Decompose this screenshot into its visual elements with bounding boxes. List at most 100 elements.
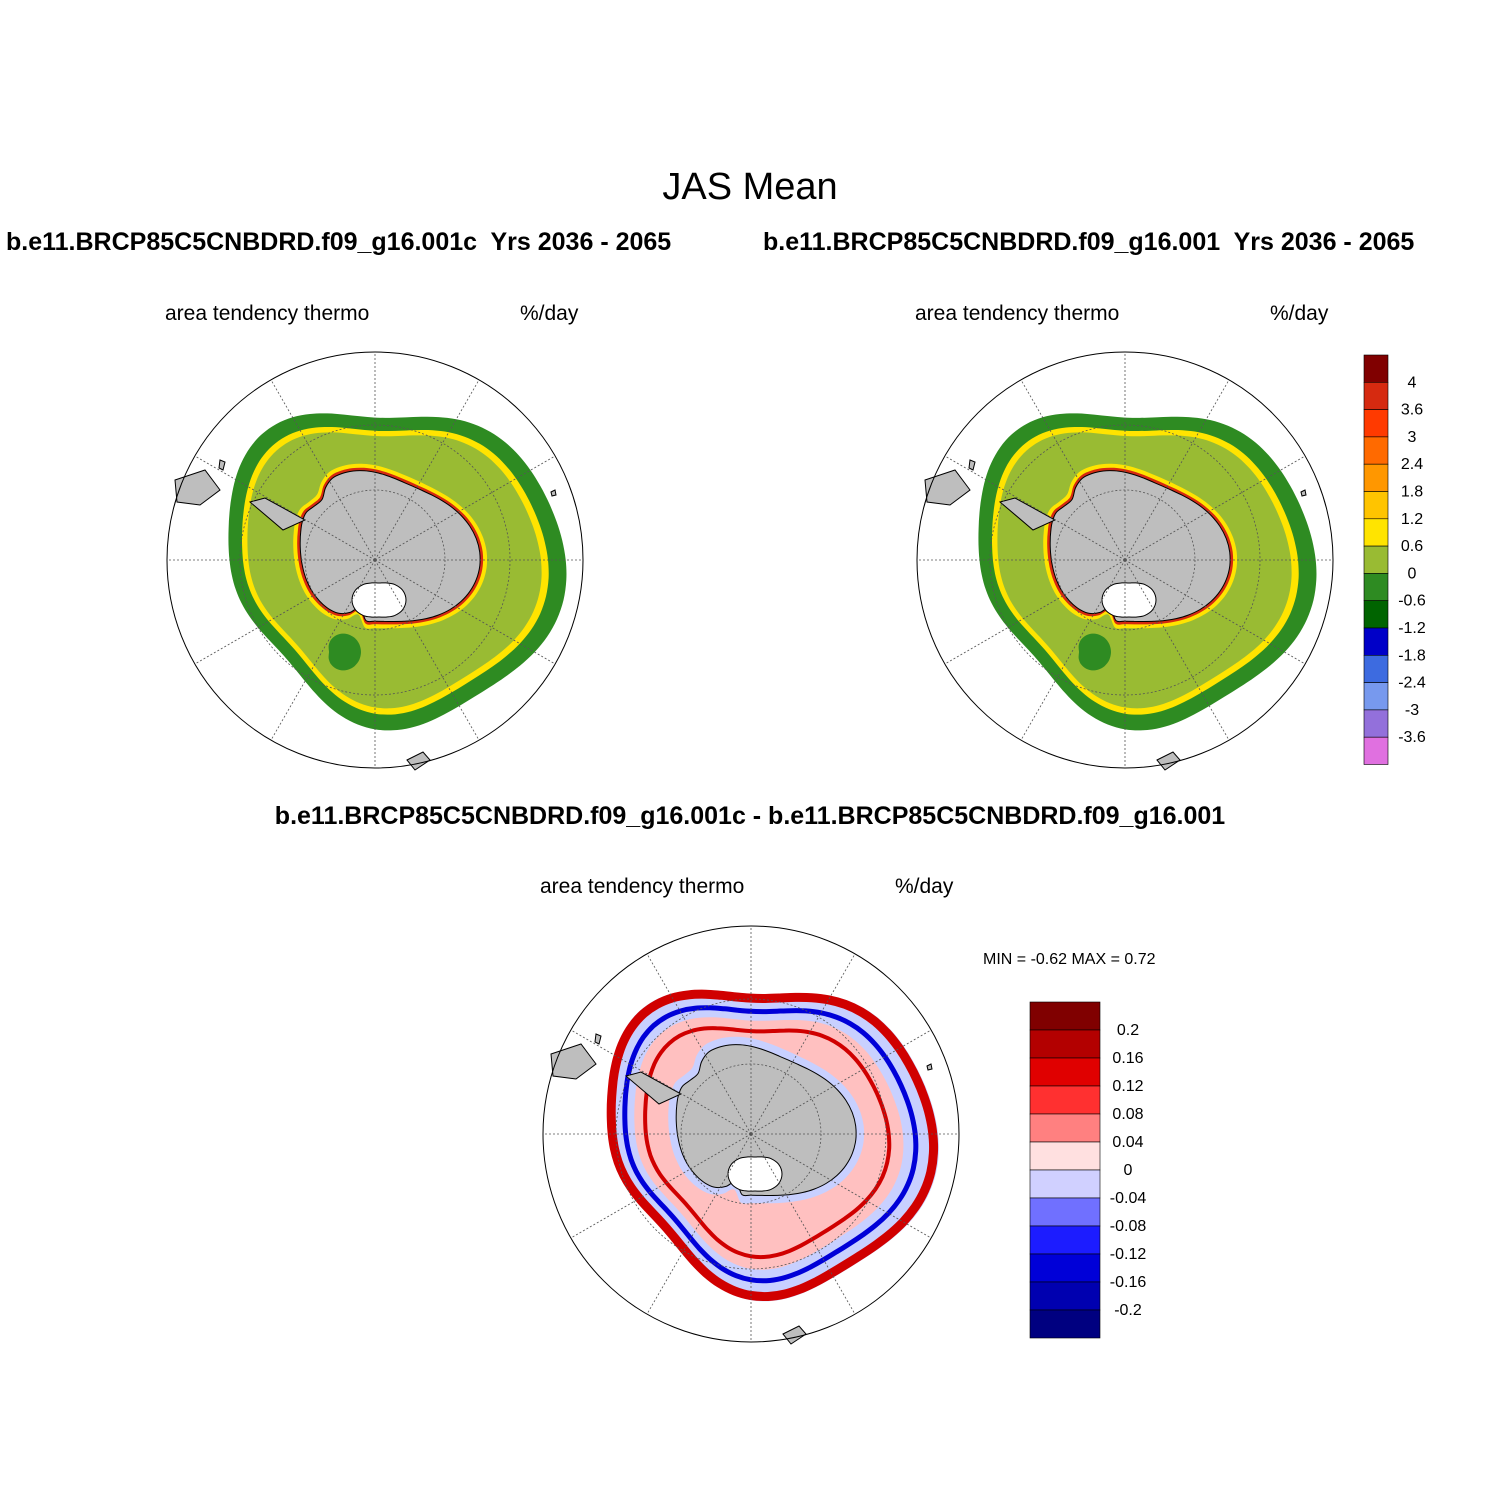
antarctica-landmass [675,1044,857,1197]
longitude-line [570,1029,752,1135]
colorbar-swatch [1363,381,1389,410]
colorbar-swatch [1029,1085,1101,1115]
colorbar-tick-label: -0.16 [1110,1274,1147,1291]
falkland-islands [594,1033,602,1045]
colorbar-swatch [1363,682,1389,711]
colorbar-tick-label: 1.2 [1401,511,1423,528]
map-boundary-circle [916,351,1334,769]
colorbar-tick-label: -0.12 [1110,1246,1147,1263]
colorbar-tick-label: 0.2 [1117,1022,1139,1039]
longitude-line [374,559,480,741]
colorbar-swatch [1029,1141,1101,1171]
new-zealand-tip [1156,751,1181,771]
colorbar-tick-label: -1.8 [1398,647,1426,664]
longitude-line [944,559,1126,665]
colorbar-swatch [1363,736,1389,765]
longitude-line [1124,559,1306,665]
colorbar-tick-label: -3.6 [1398,729,1426,746]
longitude-line [374,559,556,665]
difference-variable: area tendency thermo [540,875,745,898]
map-boundary-circle [166,351,584,769]
colorbar-swatch [1363,709,1389,738]
figure-title: JAS Mean [662,166,838,208]
longitude-line [750,953,856,1135]
latitude-line [239,424,511,696]
colorbar-tick-label: 0.04 [1112,1134,1143,1151]
colorbar-tick-label: 3.6 [1401,402,1423,419]
longitude-line [646,953,752,1135]
colorbar-swatch [1029,1253,1101,1283]
longitude-line [750,1029,932,1135]
longitude-line [374,379,480,561]
polar-map-difference [542,925,960,1345]
longitude-line [570,1133,752,1239]
antarctic-peninsula [998,497,1057,531]
colorbar-swatch [1029,1113,1101,1143]
colorbar-tick-label: 3 [1408,429,1417,446]
colorbar-tick-label: 0.12 [1112,1078,1143,1095]
panel-2-variable: area tendency thermo [915,302,1120,325]
antarctica-landmass [1049,470,1231,623]
panel-2-case-title: b.e11.BRCP85C5CNBDRD.f09_g16.001 Yrs 203… [763,228,1414,257]
colorbar-tick-label: 0.16 [1112,1050,1143,1067]
colorbar-tick-label: -3 [1405,702,1419,719]
colorbar-swatch [1363,600,1389,629]
antarctica-landmass [299,470,481,623]
colorbar-swatch [1029,1309,1101,1339]
colorbar-tick-label: -0.6 [1398,593,1426,610]
panel-1-variable: area tendency thermo [165,302,370,325]
new-zealand-tip [782,1325,807,1345]
new-zealand-tip [406,751,431,771]
panel-1-case-title: b.e11.BRCP85C5CNBDRD.f09_g16.001c Yrs 20… [6,228,671,257]
colorbar-swatch [1363,354,1389,383]
colorbar-swatch [1363,654,1389,683]
min-max-label: MIN = -0.62 MAX = 0.72 [983,951,1156,968]
colorbar-swatch [1029,1225,1101,1255]
colorbar-swatch [1029,1001,1101,1031]
south-america-tip [924,469,971,506]
colorbar-tick-label: 0 [1124,1162,1133,1179]
falkland-islands [968,459,976,471]
colorbar-swatch [1363,463,1389,492]
colorbar-swatch [1029,1169,1101,1199]
latitude-line [615,998,887,1270]
colorbar-swatch [1363,518,1389,547]
colorbar-swatch [1363,436,1389,465]
colorbar-tick-label: -0.08 [1110,1218,1147,1235]
colorbar-swatch [1363,409,1389,438]
longitude-line [194,455,376,561]
colorbar-tick-label: -0.04 [1110,1190,1147,1207]
colorbar-swatch [1363,491,1389,520]
longitude-line [194,559,376,665]
colorbar-swatch [1029,1197,1101,1227]
latitude-line [989,424,1261,696]
longitude-line [1124,455,1306,561]
longitude-line [270,379,376,561]
difference-title: b.e11.BRCP85C5CNBDRD.f09_g16.001c - b.e1… [274,802,1226,830]
longitude-line [750,1133,856,1315]
kerguelen-island [550,489,557,497]
colorbar-main: 4 3.6 3 2.4 1.8 1.2 0.6 0 -0.6 -1.2 -1.8 -2.4 -3 -3.6 [1363,354,1426,765]
negative-patch [328,633,361,671]
polar-map-panel-1 [166,351,584,771]
map-boundary-circle [542,925,960,1343]
longitude-line [270,559,376,741]
antarctic-peninsula [624,1071,683,1105]
colorbar-tick-label: 4 [1408,374,1417,391]
colorbar-tick-label: -2.4 [1398,675,1426,692]
falkland-islands [218,459,226,471]
ross-ice-shelf [727,1156,783,1192]
south-america-tip [550,1043,597,1080]
antarctic-peninsula [248,497,307,531]
longitude-line [750,1133,932,1239]
colorbar-swatch [1363,627,1389,656]
longitude-line [1124,379,1230,561]
panel-2-case-name: b.e11.BRCP85C5CNBDRD.f09_g16.001 [763,228,1221,256]
colorbar-tick-label: 0.08 [1112,1106,1143,1123]
ross-ice-shelf [351,582,407,618]
ross-ice-shelf [1101,582,1157,618]
kerguelen-island [1300,489,1307,497]
difference-units: %/day [895,875,954,898]
longitude-line [944,455,1126,561]
colorbar-swatch [1029,1281,1101,1311]
